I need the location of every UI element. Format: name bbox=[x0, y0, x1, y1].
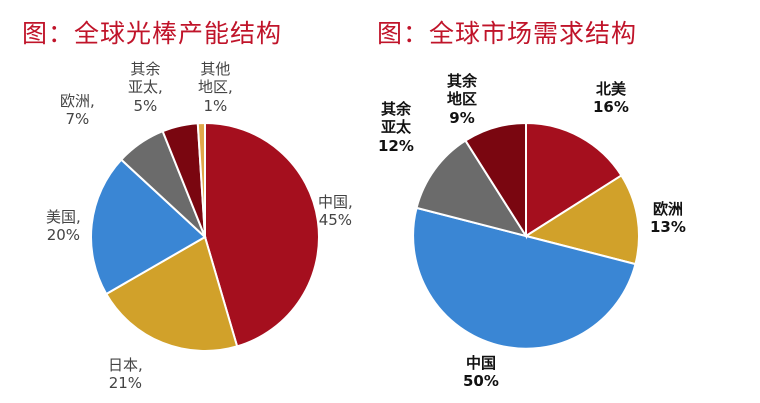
slice-label-north-america-demand: 北美 16% bbox=[593, 80, 629, 117]
chart-title-capacity: 图：全球光棒产能结构 bbox=[22, 19, 283, 48]
pie-slice-capacity-1 bbox=[104, 235, 239, 352]
pie-slice-demand-0 bbox=[525, 121, 623, 238]
pie-slice-capacity-5 bbox=[196, 121, 206, 238]
slice-label-europe-capacity: 欧洲, 7% bbox=[60, 92, 95, 129]
pie-slice-capacity-0 bbox=[204, 121, 320, 348]
slice-label-japan-capacity: 日本, 21% bbox=[108, 356, 143, 393]
slice-label-europe-demand: 欧洲 13% bbox=[650, 200, 686, 237]
pie-slice-demand-1 bbox=[523, 174, 640, 266]
pie-slice-demand-2 bbox=[412, 206, 637, 350]
slice-label-china-capacity: 中国, 45% bbox=[318, 193, 353, 230]
slice-label-china-demand: 中国 50% bbox=[463, 354, 499, 391]
pie-slice-demand-3 bbox=[415, 139, 529, 238]
slice-label-other-apac-capacity: 其余 亚太, 5% bbox=[128, 60, 163, 115]
slice-label-other-regions-capacity: 其他 地区, 1% bbox=[198, 60, 233, 115]
pie-slice-capacity-2 bbox=[90, 158, 207, 296]
slice-label-other-apac-demand: 其余 亚太 12% bbox=[378, 100, 414, 155]
chart-title-demand: 图：全球市场需求结构 bbox=[377, 19, 638, 48]
slice-label-usa-capacity: 美国, 20% bbox=[46, 208, 81, 245]
pie-slice-demand-4 bbox=[464, 121, 527, 240]
slice-label-other-regions-demand: 其余 地区 9% bbox=[447, 72, 478, 127]
